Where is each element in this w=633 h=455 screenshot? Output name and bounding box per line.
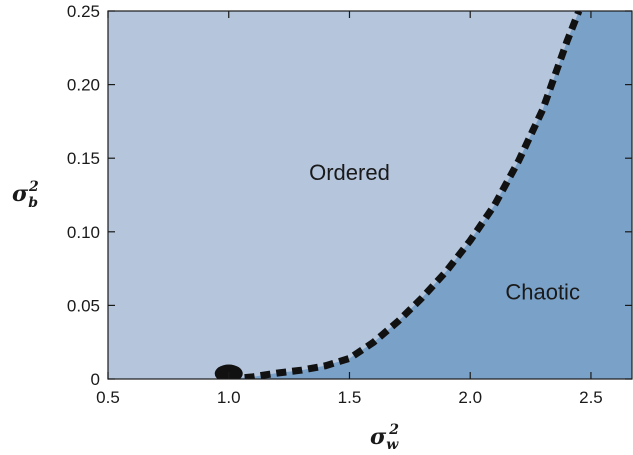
x-axis-label-sub: w: [386, 437, 399, 453]
region-label-ordered: Ordered: [309, 160, 390, 185]
y-tick-label: 0.15: [67, 149, 100, 168]
y-axis: 0 0.05 0.10 0.15 0.20 0.25: [67, 2, 632, 389]
plot-frame: [107, 10, 633, 380]
x-axis-label: σw2: [370, 422, 399, 453]
svg-text:σb2: σb2: [12, 179, 39, 211]
chaotic-region: [228, 11, 632, 379]
region-label-chaotic: Chaotic: [505, 279, 580, 304]
y-axis-label-base: σ: [12, 181, 29, 207]
x-tick-label: 1.0: [217, 388, 241, 407]
critical-point-marker: [214, 364, 243, 379]
x-tick-label: 2.0: [458, 388, 482, 407]
plot-area: Ordered Chaotic: [108, 11, 632, 379]
y-axis-label-sup: 2: [28, 179, 39, 195]
y-axis-label-sub: b: [28, 195, 38, 211]
svg-text:σw2: σw2: [370, 422, 399, 453]
y-tick-label: 0.10: [67, 223, 100, 242]
x-tick-label: 1.5: [338, 388, 362, 407]
x-tick-label: 2.5: [579, 388, 603, 407]
y-axis-label: σb2: [12, 179, 39, 211]
y-tick-label: 0: [91, 370, 100, 389]
x-axis-label-sup: 2: [388, 422, 399, 438]
x-axis: 0.5 1.0 1.5 2.0 2.5: [96, 11, 603, 407]
y-tick-label: 0.05: [67, 296, 100, 315]
y-tick-label: 0.25: [67, 2, 100, 21]
x-tick-label: 0.5: [96, 388, 120, 407]
x-axis-label-base: σ: [370, 424, 387, 450]
phase-boundary-line: [228, 11, 583, 379]
y-tick-label: 0.20: [67, 76, 100, 95]
